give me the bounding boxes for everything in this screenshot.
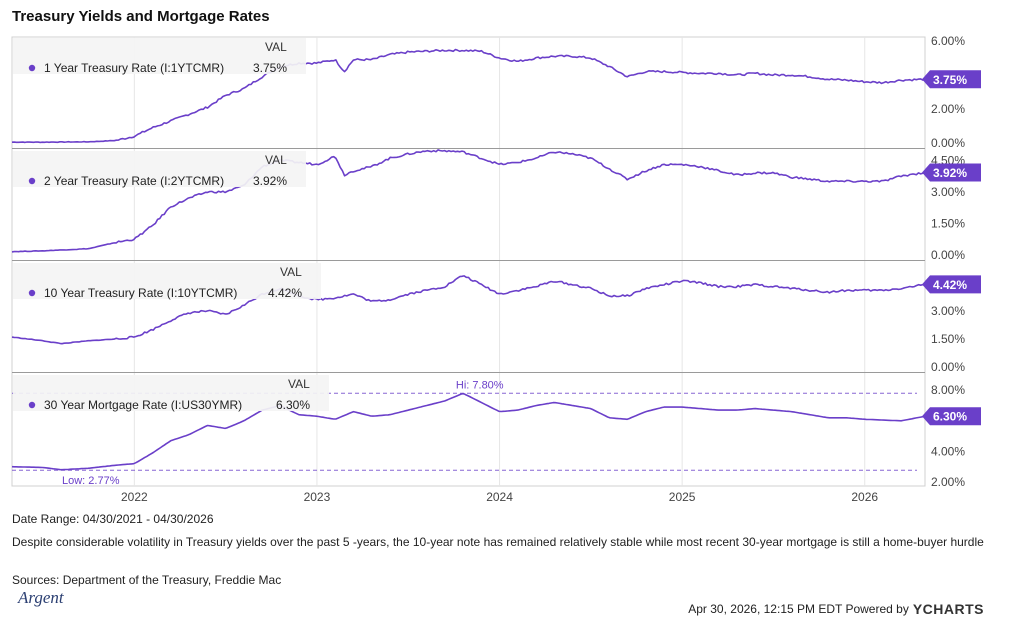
hi-label: Hi: 7.80%: [456, 379, 504, 391]
panel-4: 2.00%4.00%6.00%8.00%Hi: 7.80%Low: 2.77%V…: [11, 372, 981, 489]
legend-value-header: VAL: [265, 153, 287, 167]
legend-value: 6.30%: [276, 398, 310, 412]
plot-border: [11, 36, 926, 487]
last-value-tag: [922, 163, 981, 182]
x-tick-label: 2024: [486, 490, 513, 504]
legend-value: 3.75%: [253, 61, 287, 75]
legend-marker: [28, 64, 36, 72]
last-value-label: 3.75%: [933, 73, 967, 87]
x-tick-label: 2026: [851, 490, 878, 504]
y-tick-label: 3.00%: [931, 185, 965, 199]
y-tick-label: 1.50%: [931, 332, 965, 346]
legend-box: [13, 375, 329, 411]
y-tick-label: 8.00%: [931, 383, 965, 397]
legend-series-name: 2 Year Treasury Rate (I:2YTCMR): [44, 174, 224, 188]
legend-marker: [28, 401, 36, 409]
last-value-tag: [922, 70, 981, 89]
y-tick-label: 0.00%: [931, 248, 965, 262]
legend-series-name: 1 Year Treasury Rate (I:1YTCMR): [44, 61, 224, 75]
x-tick-label: 2023: [304, 490, 331, 504]
low-label: Low: 2.77%: [62, 475, 120, 487]
last-value-tag: [922, 407, 981, 426]
series-line: [11, 392, 926, 471]
legend-series-name: 10 Year Treasury Rate (I:10YTCMR): [44, 286, 237, 300]
legend-value-header: VAL: [280, 265, 302, 279]
sources: Sources: Department of the Treasury, Fre…: [12, 573, 282, 587]
series-line: [11, 275, 926, 345]
legend-box: [13, 263, 321, 299]
legend-series-name: 30 Year Mortgage Rate (I:US30YMR): [44, 398, 242, 412]
legend-box: [13, 38, 306, 74]
legend-value: 3.92%: [253, 174, 287, 188]
y-tick-label: 4.00%: [931, 444, 965, 458]
last-value-label: 6.30%: [933, 410, 967, 424]
x-tick-label: 2025: [669, 490, 696, 504]
legend-marker: [28, 177, 36, 185]
y-tick-label: 0.00%: [931, 136, 965, 150]
chart-description: Despite considerable volatility in Treas…: [12, 535, 984, 549]
date-range: Date Range: 04/30/2021 - 04/30/2026: [12, 512, 214, 526]
y-tick-label: 6.00%: [931, 34, 965, 48]
timestamp: Apr 30, 2026, 12:15 PM EDT Powered by: [688, 602, 909, 616]
legend-box: [13, 151, 306, 187]
last-value-label: 3.92%: [933, 166, 967, 180]
series-line: [11, 149, 926, 253]
y-tick-label: 3.00%: [931, 304, 965, 318]
ycharts-brand[interactable]: YCHARTS: [912, 601, 984, 617]
y-tick-label: 1.50%: [931, 216, 965, 230]
legend-marker: [28, 289, 36, 297]
y-tick-label: 2.00%: [931, 102, 965, 116]
footer-right: Apr 30, 2026, 12:15 PM EDT Powered by YC…: [688, 601, 984, 617]
legend-value: 4.42%: [268, 286, 302, 300]
y-tick-label: 2.00%: [931, 475, 965, 489]
argent-logo: Argent: [18, 588, 64, 607]
chart-title: Treasury Yields and Mortgage Rates: [12, 8, 270, 25]
x-tick-label: 2022: [121, 490, 148, 504]
series-line: [11, 48, 926, 144]
last-value-label: 4.42%: [933, 278, 967, 292]
legend-value-header: VAL: [288, 377, 310, 391]
legend-value-header: VAL: [265, 40, 287, 54]
last-value-tag: [922, 275, 981, 294]
y-tick-label: 0.00%: [931, 360, 965, 374]
